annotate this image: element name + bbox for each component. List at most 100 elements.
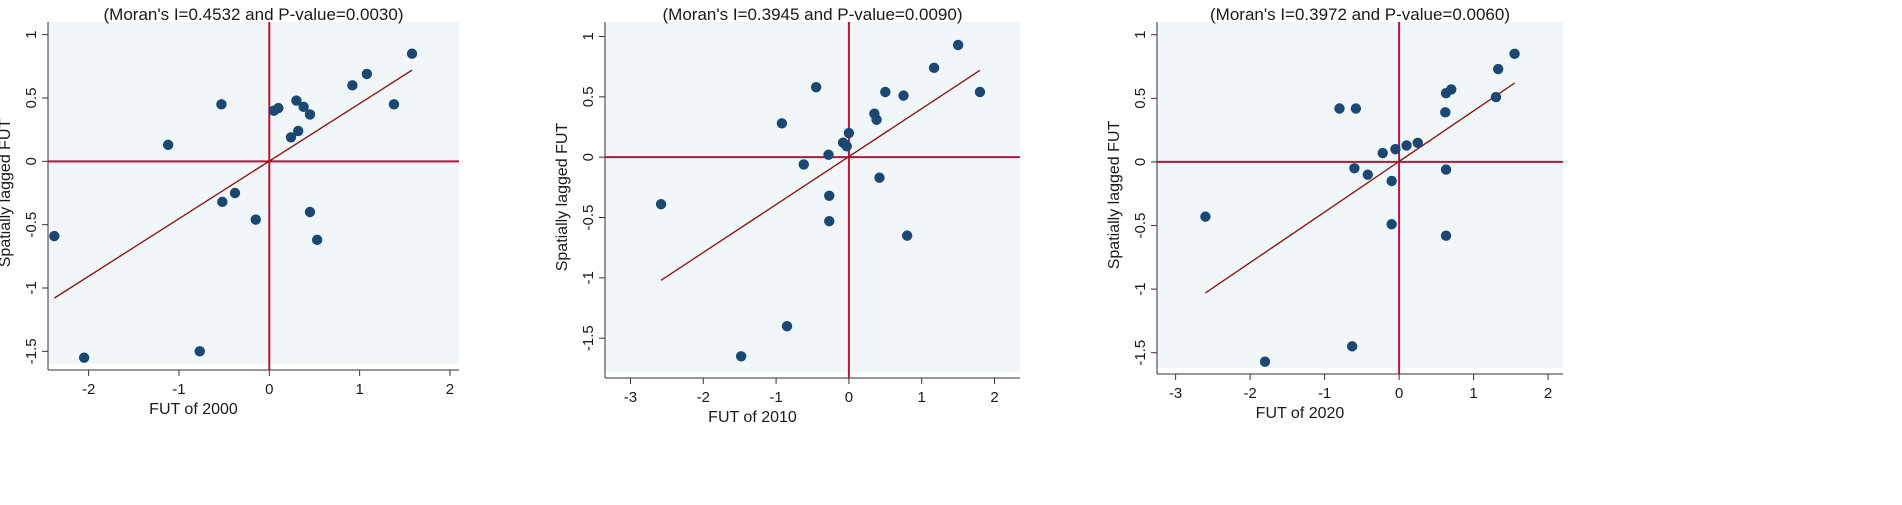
x-tick-label: -2 [82,381,95,398]
x-tick-label: 2 [446,381,454,398]
x-tick-label: 1 [918,389,926,406]
scatter-point [285,132,297,143]
scatter-point [1492,63,1504,75]
x-axis-label: FUT of 2010 [708,409,797,426]
scatter-point [304,109,316,120]
scatter-point [1377,147,1388,159]
scatter-point [347,80,358,91]
scatter-point [216,99,227,110]
chart-title: (Moran's I=0.4532 and P-value=0.0030) [104,5,404,24]
y-tick-label: -1 [23,281,40,294]
scatter-point [217,196,228,208]
x-axis-label: FUT of 2000 [149,401,238,418]
plot-area [48,22,459,364]
scatter-point [162,139,174,151]
y-tick-label: -1 [580,271,597,284]
y-tick-label: 0.5 [23,88,40,109]
scatter-point [824,190,835,201]
scatter-point [229,187,241,199]
x-tick-label: -1 [172,381,185,398]
scatter-point [1446,84,1457,95]
scatter-point [273,102,284,114]
scatter-point [1440,164,1452,175]
x-tick-label: -3 [1169,385,1182,402]
scatter-point [928,62,940,74]
scatter-point [781,320,793,332]
scatter-point [291,95,302,106]
y-tick-label: 1 [580,32,597,40]
y-tick-label: 0 [23,157,40,165]
scatter-point [810,81,822,93]
fit-line [53,69,413,299]
x-tick-label: 0 [1395,385,1403,402]
plot-area [1157,22,1563,368]
y-tick-label: 0 [1132,158,1149,166]
scatter-point [776,118,788,129]
scatter-point [735,351,747,362]
scatter-point [1390,144,1401,155]
x-tick-label: -2 [697,389,710,406]
scatter-point [406,48,418,59]
plot-area [605,22,1020,372]
scatter-point [1349,163,1360,174]
panel-1: (Moran's I=0.4532 and P-value=0.0030) -2 -… [0,5,459,418]
y-axis-label: Spatially lagged FUT [554,123,571,272]
x-tick-label: -1 [769,389,782,406]
scatter-point [952,39,964,51]
x-tick-label: -2 [1243,385,1256,402]
scatter-point [1386,175,1397,187]
y-tick-label: -1.5 [1132,340,1149,366]
scatter-point [880,86,891,98]
panel-3: (Moran's I=0.3972 and P-value=0.0060) -3 -… [1106,5,1563,422]
scatter-point [311,234,323,246]
scatter-point [49,230,60,242]
y-tick-label: 0 [580,153,597,161]
scatter-point [1440,107,1451,118]
y-tick-label: -1.5 [580,325,597,351]
scatter-point [655,199,667,210]
scatter-point [874,172,885,183]
scatter-point [871,114,882,125]
scatter-point [298,101,309,113]
panel-2: (Moran's I=0.3945 and P-value=0.0090) -3 -… [554,5,1020,426]
scatter-point [1386,219,1397,230]
y-tick-label: -0.5 [580,205,597,231]
x-tick-label: -1 [1318,385,1331,402]
scatter-point [361,68,373,80]
y-tick-label: 0.5 [1132,88,1149,109]
x-tick-label: 1 [1469,385,1477,402]
x-tick-label: 2 [990,389,998,406]
x-tick-label: 0 [845,389,853,406]
scatter-point [78,352,90,363]
scatter-point [1350,103,1362,114]
scatter-point [1346,341,1358,352]
fit-line [1205,82,1515,294]
scatter-point [304,206,316,218]
scatter-point [1490,91,1502,103]
y-tick-label: -0.5 [23,212,40,238]
scatter-point [293,125,304,137]
scatter-point [798,159,809,170]
scatter-point [1334,103,1345,114]
scatter-point [1412,137,1423,149]
scatter-point [843,127,855,139]
scatter-point [194,346,205,357]
chart-title: (Moran's I=0.3945 and P-value=0.0090) [663,5,963,24]
scatter-point [898,90,909,101]
scatter-point [1401,140,1412,151]
scatter-point [250,214,261,225]
scatter-point [1362,169,1374,180]
scatter-point [1200,211,1211,222]
scatter-point [841,141,852,152]
x-axis-label: FUT of 2020 [1256,405,1345,422]
scatter-point [823,149,834,160]
y-tick-label: 1 [1132,31,1149,39]
scatter-point [974,86,986,98]
y-tick-label: -0.5 [1132,213,1149,239]
scatter-point [1259,356,1271,367]
scatter-point [1509,48,1520,60]
y-axis-label: Spatially lagged FUT [1106,121,1123,270]
scatter-point [388,99,400,110]
fit-line [660,69,981,281]
